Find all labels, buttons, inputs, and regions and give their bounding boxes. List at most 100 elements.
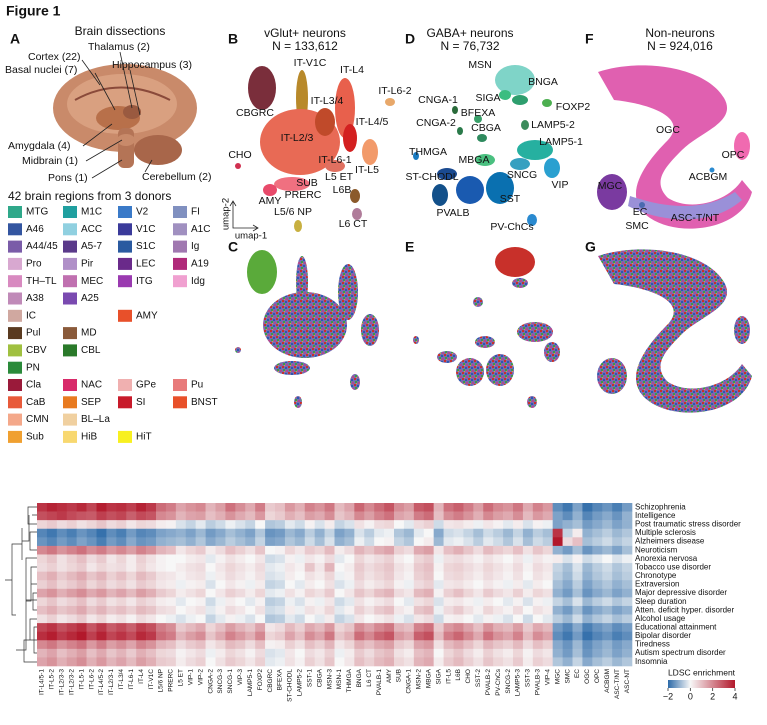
- legend-swatch: [173, 275, 187, 288]
- heatmap-cell: [403, 563, 415, 572]
- heatmap-cell: [384, 545, 395, 555]
- heatmap-cell: [394, 511, 405, 521]
- heatmap-cell: [215, 640, 226, 650]
- heatmap-cell: [275, 511, 286, 521]
- heatmap-cell: [552, 597, 563, 607]
- heatmap-cell: [374, 563, 385, 572]
- heatmap-cell: [136, 520, 147, 530]
- cluster-label: SNCG: [507, 169, 537, 181]
- heatmap-cell: [46, 597, 58, 607]
- heatmap-cell: [572, 640, 583, 650]
- heatmap-cell: [513, 580, 524, 590]
- heatmap-cell: [235, 537, 246, 547]
- heatmap-cell: [185, 640, 196, 650]
- heatmap-cell: [374, 640, 385, 650]
- heatmap-cell: [503, 657, 514, 667]
- legend-swatch: [8, 206, 22, 218]
- column-label: VIP-4: [544, 669, 551, 686]
- heatmap-cell: [185, 597, 196, 607]
- heatmap-cell: [185, 545, 196, 555]
- heatmap-cell: [532, 631, 544, 641]
- heatmap-cell: [245, 528, 256, 538]
- heatmap-cell: [265, 648, 276, 658]
- heatmap-cell: [542, 614, 553, 624]
- heatmap-cell: [225, 528, 236, 538]
- heatmap-cell: [156, 554, 167, 564]
- heatmap-cell: [314, 623, 325, 632]
- heatmap-cell: [136, 597, 147, 607]
- heatmap-cell: [284, 631, 296, 641]
- heatmap-cell: [443, 520, 454, 530]
- heatmap-cell: [255, 545, 266, 555]
- heatmap-cell: [384, 563, 395, 572]
- heatmap-cell: [622, 640, 633, 650]
- heatmap-cell: [582, 554, 593, 564]
- legend-label: TH–TL: [26, 276, 57, 287]
- column-label: CHO: [465, 669, 472, 683]
- heatmap-cell: [156, 631, 167, 641]
- cluster-label: ASC-T/NT: [671, 212, 720, 224]
- trait-label: Tobacco use disorder: [635, 562, 711, 571]
- heatmap-cell: [552, 554, 563, 564]
- column-label: FOXP2: [257, 669, 264, 691]
- heatmap-cell: [463, 597, 474, 607]
- heatmap-cell: [195, 640, 206, 650]
- heatmap-cell: [96, 537, 107, 547]
- heatmap-cell: [37, 614, 48, 624]
- heatmap-cell: [443, 614, 454, 624]
- heatmap-cell: [522, 571, 534, 581]
- heatmap-cell: [463, 563, 474, 572]
- heatmap-cell: [146, 571, 157, 581]
- cluster-label: BNGA: [528, 76, 558, 88]
- heatmap-cell: [96, 554, 107, 564]
- heatmap-cell: [473, 640, 484, 650]
- column-label: CNGA-1: [406, 669, 413, 694]
- heatmap-cell: [612, 614, 623, 624]
- heatmap-cell: [46, 657, 58, 667]
- heatmap-cell: [344, 588, 355, 598]
- heatmap-cell: [562, 545, 573, 555]
- heatmap-cell: [284, 605, 296, 615]
- heatmap-cell: [433, 503, 444, 512]
- heatmap-cell: [215, 503, 226, 512]
- heatmap-cell: [314, 631, 325, 641]
- heatmap-cell: [503, 605, 514, 615]
- heatmap-cell: [364, 545, 375, 555]
- heatmap-cell: [463, 520, 474, 530]
- heatmap-cell: [304, 648, 315, 658]
- cluster-label: CNGA-2: [416, 117, 456, 129]
- heatmap-cell: [334, 571, 345, 581]
- heatmap-cell: [562, 640, 573, 650]
- heatmap-cell: [364, 511, 375, 521]
- heatmap-cell: [96, 623, 107, 632]
- cluster-label: IT-L5: [355, 164, 379, 176]
- legend-label: Pu: [191, 380, 203, 391]
- heatmap-cell: [156, 503, 167, 512]
- heatmap-cell: [493, 588, 504, 598]
- heatmap-cell: [324, 563, 335, 572]
- heatmap-cell: [473, 605, 484, 615]
- heatmap-cell: [354, 648, 365, 658]
- heatmap-cell: [56, 537, 68, 547]
- heatmap-cell: [364, 571, 375, 581]
- heatmap-cell: [175, 528, 187, 538]
- heatmap-cell: [284, 623, 296, 632]
- heatmap-cell: [394, 648, 405, 658]
- heatmap-cell: [185, 614, 196, 624]
- heatmap-cell: [334, 648, 345, 658]
- heatmap-cell: [215, 563, 226, 572]
- heatmap-cell: [126, 537, 137, 547]
- heatmap-cell: [364, 580, 375, 590]
- heatmap-cell: [156, 614, 167, 624]
- heatmap-cell: [225, 657, 236, 667]
- heatmap-cell: [453, 571, 464, 581]
- heatmap-cell: [185, 528, 196, 538]
- heatmap-cell: [205, 640, 216, 650]
- heatmap-cell: [572, 511, 583, 521]
- heatmap-cell: [562, 623, 573, 632]
- heatmap-cell: [255, 528, 266, 538]
- heatmap-cell: [294, 545, 306, 555]
- heatmap-cell: [46, 563, 58, 572]
- heatmap-cell: [423, 563, 434, 572]
- heatmap-cell: [56, 563, 68, 572]
